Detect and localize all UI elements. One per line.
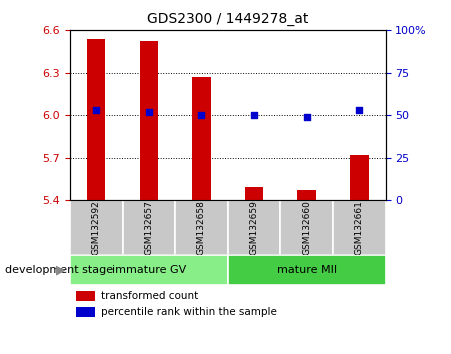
- Bar: [228, 255, 386, 285]
- Bar: [70, 255, 228, 285]
- Text: development stage: development stage: [5, 265, 113, 275]
- Point: [198, 112, 205, 118]
- Text: percentile rank within the sample: percentile rank within the sample: [101, 307, 277, 317]
- Bar: [76, 307, 95, 317]
- Bar: [140, 41, 158, 200]
- Text: transformed count: transformed count: [101, 291, 199, 301]
- Text: GSM132658: GSM132658: [197, 200, 206, 255]
- Point: [303, 114, 310, 120]
- Bar: [123, 200, 175, 255]
- Bar: [281, 200, 333, 255]
- Point: [250, 112, 258, 118]
- Point: [92, 107, 100, 113]
- Text: GSM132659: GSM132659: [249, 200, 258, 255]
- Point: [356, 107, 363, 113]
- Bar: [245, 187, 263, 200]
- Text: immature GV: immature GV: [112, 265, 186, 275]
- Text: GSM132661: GSM132661: [355, 200, 364, 255]
- Text: GSM132592: GSM132592: [92, 200, 101, 255]
- Text: GSM132657: GSM132657: [144, 200, 153, 255]
- Bar: [192, 77, 211, 200]
- Bar: [76, 291, 95, 301]
- Bar: [70, 200, 123, 255]
- Text: mature MII: mature MII: [276, 265, 337, 275]
- Bar: [333, 200, 386, 255]
- Title: GDS2300 / 1449278_at: GDS2300 / 1449278_at: [147, 12, 308, 26]
- Bar: [228, 200, 281, 255]
- Bar: [298, 190, 316, 200]
- Point: [145, 109, 152, 114]
- Bar: [350, 155, 368, 200]
- Bar: [87, 39, 106, 200]
- Bar: [175, 200, 228, 255]
- Text: ▶: ▶: [56, 263, 65, 276]
- Text: GSM132660: GSM132660: [302, 200, 311, 255]
